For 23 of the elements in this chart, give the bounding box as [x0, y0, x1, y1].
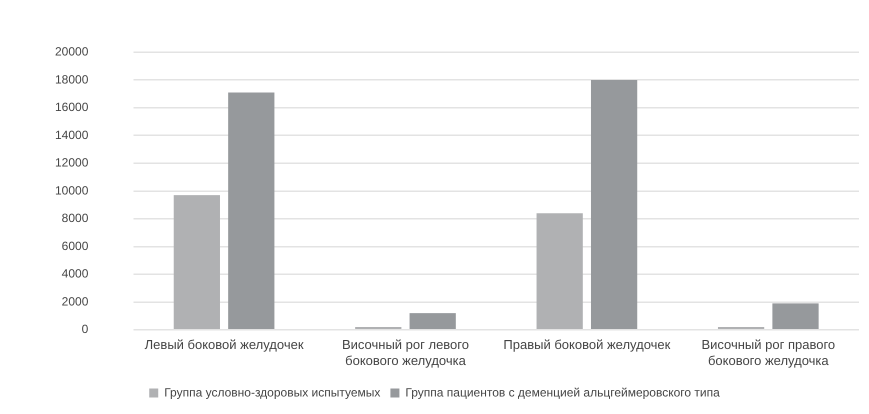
bar	[536, 213, 583, 330]
x-tick-label: Височный рог правого бокового желудочка	[701, 337, 836, 368]
x-tick-label: Правый боковой желудочек	[503, 337, 671, 352]
bar	[772, 303, 819, 330]
bar	[228, 92, 274, 330]
y-tick-label: 18000	[54, 72, 89, 86]
x-tick-label: Левый боковой желудочек	[144, 337, 304, 352]
y-tick-label: 10000	[54, 183, 89, 198]
y-tick-label: 16000	[54, 100, 89, 114]
y-tick-label: 14000	[54, 128, 89, 142]
y-tick-label: 2000	[62, 294, 89, 308]
legend-label: Группа условно-здоровых испытуемых	[164, 385, 380, 400]
y-tick-label: 20000	[54, 44, 89, 59]
bar	[590, 80, 638, 330]
y-tick-label: 6000	[62, 238, 89, 253]
y-tick-label: 12000	[54, 156, 89, 170]
y-tick-label: 8000	[62, 211, 89, 226]
y-tick-label: 4000	[62, 266, 89, 281]
legend-label: Группа пациентов с деменцией альцгеймеровского типа	[405, 385, 720, 400]
y-tick-label: 0	[82, 322, 89, 336]
bar	[410, 313, 456, 330]
x-tick-label: Височный рог левого бокового желудочка	[342, 337, 469, 368]
bar	[174, 195, 220, 330]
